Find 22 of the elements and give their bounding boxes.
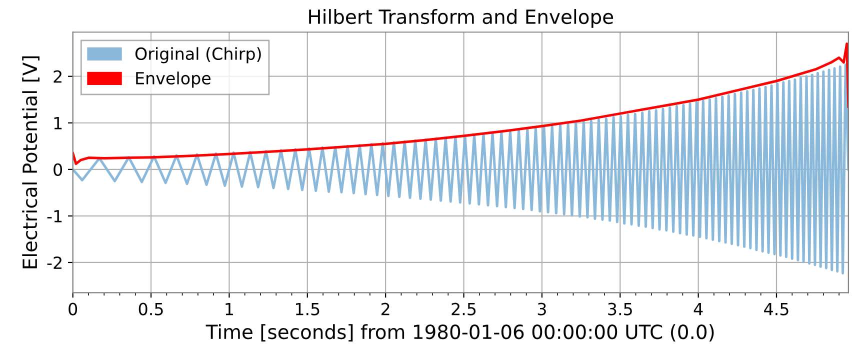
y-tick-label: -2 xyxy=(47,256,62,269)
line-series xyxy=(72,63,848,274)
x-tick-label: 2 xyxy=(382,302,390,316)
legend-label: Original (Chirp) xyxy=(135,47,261,64)
y-axis-title: Electrical Potential [V] xyxy=(22,56,40,268)
line-series xyxy=(72,42,848,166)
x-tick-label: 1.5 xyxy=(296,302,320,316)
x-tick-label: 0 xyxy=(68,302,78,316)
y-tick-label: 0 xyxy=(54,163,62,176)
x-tick-label: 2.5 xyxy=(452,302,476,316)
x-tick-label: 4.5 xyxy=(764,302,788,316)
y-tick-label: 1 xyxy=(54,117,62,130)
x-tick-label: 3 xyxy=(538,302,546,316)
y-tick-label: -1 xyxy=(47,210,62,222)
x-tick-label: 0.5 xyxy=(138,302,163,316)
x-axis-title: Time [seconds] from 1980-01-06 00:00:00 UTC (0.0) xyxy=(206,324,714,342)
x-tick-label: 4 xyxy=(694,302,703,316)
chart-title: Hilbert Transform and Envelope xyxy=(309,9,614,28)
y-tick-label: 2 xyxy=(54,70,62,83)
x-tick-label: 3.5 xyxy=(608,302,632,316)
legend-label: Envelope xyxy=(136,72,210,88)
x-tick-label: 1 xyxy=(226,302,233,316)
